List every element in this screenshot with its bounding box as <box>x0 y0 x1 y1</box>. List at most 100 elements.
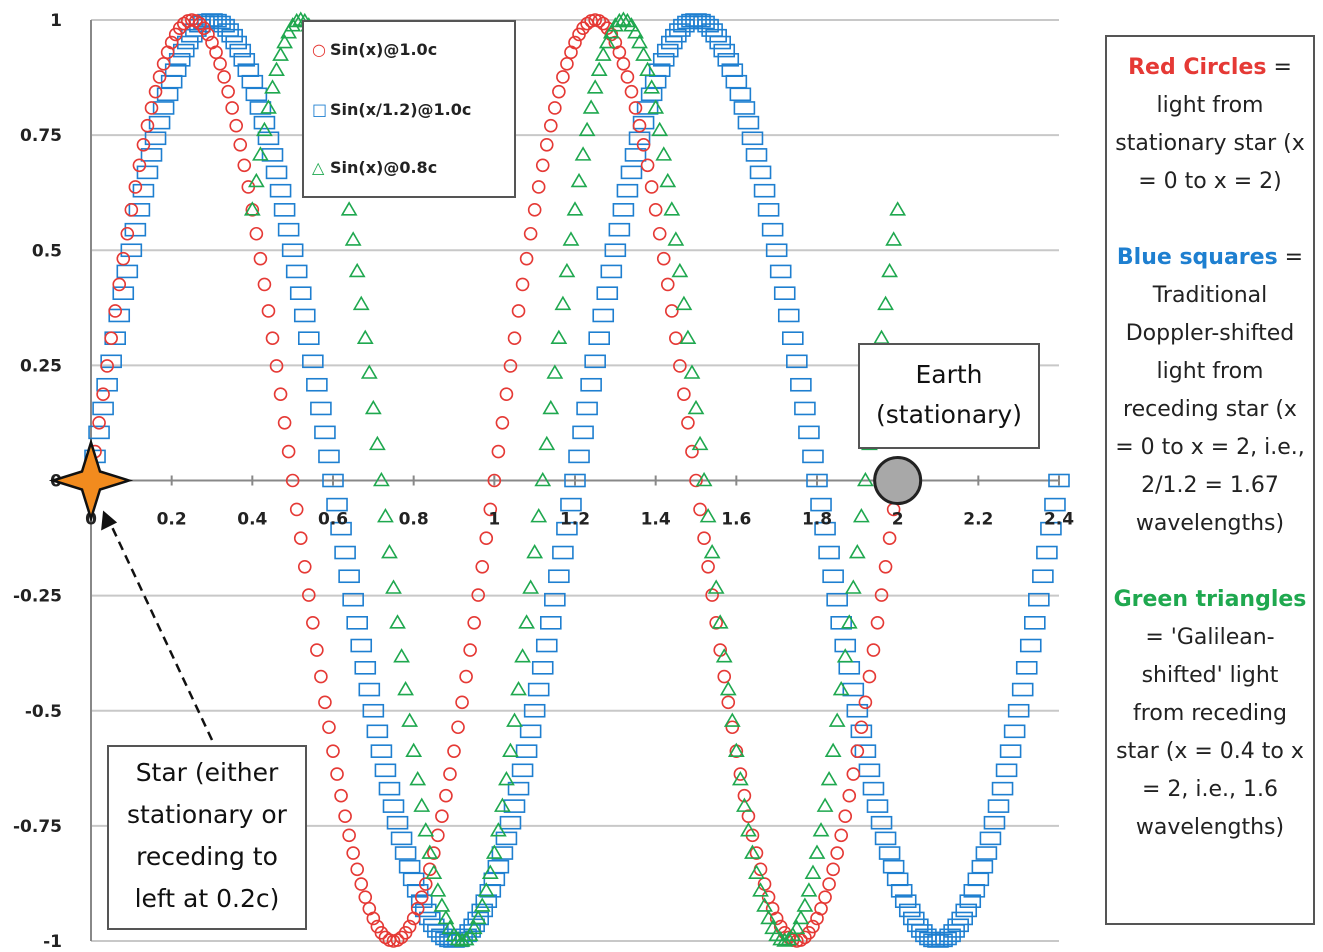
data-point-triangle <box>836 648 854 663</box>
data-point-square <box>1048 473 1070 488</box>
data-point-circle <box>374 926 389 940</box>
data-point-square <box>689 13 711 28</box>
data-point-square <box>697 18 719 33</box>
data-point-square <box>1036 545 1058 560</box>
star-icon <box>48 438 134 523</box>
data-point-triangle <box>538 435 556 451</box>
data-point-circle <box>632 118 647 133</box>
data-point-square <box>245 87 268 102</box>
data-point-square <box>314 425 336 440</box>
data-point-triangle <box>461 926 479 942</box>
data-point-square <box>604 243 627 258</box>
data-point-square <box>717 53 740 67</box>
data-point-circle <box>568 35 582 50</box>
explanation-red: Red Circles = light from stationary star… <box>1113 49 1307 201</box>
star-label-line: Star (either <box>135 758 279 787</box>
data-point-square <box>935 931 957 946</box>
data-point-triangle <box>381 543 398 559</box>
data-point-square <box>773 286 796 300</box>
data-point-triangle <box>247 172 265 188</box>
data-point-circle <box>620 70 635 84</box>
data-point-square <box>213 18 235 33</box>
data-point-triangle <box>659 172 677 188</box>
data-point-square <box>378 781 401 796</box>
data-point-circle <box>285 473 300 488</box>
data-point-square <box>745 148 768 162</box>
data-point-square <box>265 165 288 180</box>
data-point-square <box>975 846 998 860</box>
data-point-triangle <box>808 844 826 859</box>
data-point-circle <box>648 203 663 217</box>
data-point-square <box>592 308 615 323</box>
data-point-circle <box>612 45 627 60</box>
star-label-line: receding to <box>136 842 278 871</box>
data-point-square <box>1011 682 1034 697</box>
data-point-square <box>366 724 389 739</box>
data-point-circle <box>330 767 344 781</box>
data-point-square <box>350 638 373 653</box>
data-point-square <box>971 859 994 874</box>
data-point-circle <box>511 304 526 318</box>
data-point-triangle <box>703 543 721 559</box>
data-point-square <box>354 661 377 675</box>
data-point-triangle <box>695 471 713 487</box>
data-point-triangle <box>570 172 588 188</box>
data-point-triangle <box>740 822 757 837</box>
data-point-square <box>289 286 312 300</box>
data-point-circle <box>701 559 715 574</box>
data-point-square <box>709 35 732 50</box>
data-point-circle <box>467 616 481 630</box>
data-point-triangle <box>546 364 564 379</box>
data-point-circle <box>673 359 687 373</box>
data-point-square <box>600 264 623 279</box>
data-point-circle <box>225 101 239 115</box>
data-point-square <box>552 545 574 560</box>
data-point-circle <box>769 911 784 926</box>
data-point-square <box>495 831 518 846</box>
data-point-square <box>862 781 885 796</box>
data-point-circle <box>834 828 849 843</box>
data-point-square <box>1044 497 1066 512</box>
data-point-triangle <box>582 99 600 114</box>
data-point-circle <box>293 531 308 546</box>
data-point-square <box>92 401 114 416</box>
data-point-triangle <box>264 79 281 94</box>
data-point-square <box>1028 592 1050 607</box>
data-point-square <box>882 859 905 874</box>
data-point-square <box>959 894 982 908</box>
data-point-square <box>406 884 429 898</box>
data-point-circle <box>858 695 873 710</box>
y-tick-label: 0.75 <box>20 126 62 146</box>
data-point-circle <box>164 35 179 50</box>
data-point-square <box>705 28 727 43</box>
data-point-circle <box>656 251 671 266</box>
data-point-triangle <box>635 46 652 61</box>
data-point-circle <box>475 559 490 574</box>
data-point-triangle <box>764 919 782 935</box>
data-point-circle <box>326 744 340 758</box>
data-point-square <box>798 425 820 440</box>
data-point-circle <box>148 84 163 99</box>
data-point-circle <box>866 643 881 657</box>
data-point-square <box>144 131 167 146</box>
data-point-square <box>902 911 925 926</box>
data-point-triangle <box>385 579 402 594</box>
data-point-square <box>544 592 566 607</box>
data-point-square <box>790 377 812 392</box>
data-point-square <box>205 13 227 28</box>
data-point-square <box>886 872 909 887</box>
x-tick-label: 1.2 <box>560 510 590 530</box>
data-point-circle <box>677 387 691 402</box>
series-red <box>84 13 905 948</box>
data-point-circle <box>431 828 445 843</box>
data-point-triangle <box>610 12 628 28</box>
series-blue <box>80 13 1070 948</box>
data-point-triangle <box>651 121 669 137</box>
data-point-square <box>330 521 352 536</box>
data-point-circle <box>451 720 465 735</box>
data-point-circle <box>414 890 429 904</box>
data-point-triangle <box>663 201 681 216</box>
chart-plot-area: 10.750.50.250-0.25-0.5-0.75-100.20.40.60… <box>13 11 1074 952</box>
data-point-circle <box>818 890 832 904</box>
data-point-triangle <box>389 614 406 629</box>
